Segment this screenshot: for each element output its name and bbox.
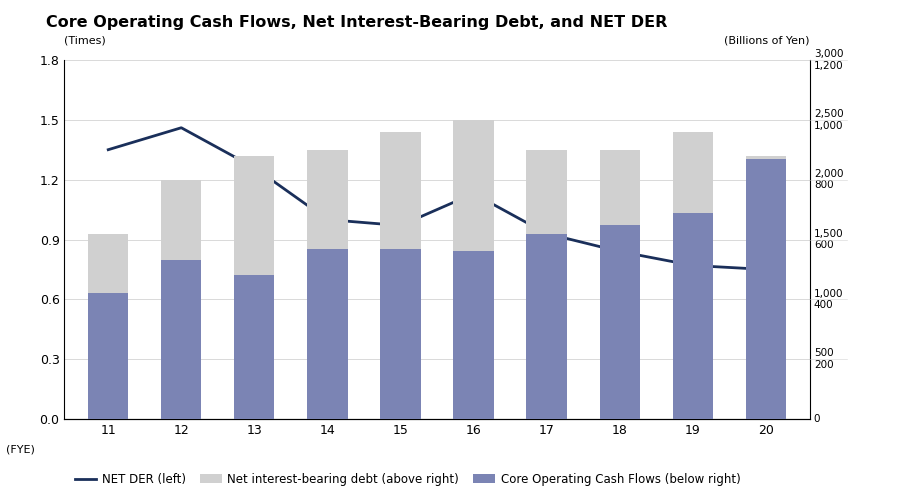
Bar xyxy=(672,213,712,419)
Legend: NET DER (left), Net interest-bearing debt (above right), Core Operating Cash Flo: NET DER (left), Net interest-bearing deb… xyxy=(70,468,744,491)
Bar xyxy=(307,249,347,419)
Bar xyxy=(161,180,201,419)
Text: (Billions of Yen): (Billions of Yen) xyxy=(723,35,809,45)
Bar xyxy=(307,150,347,419)
Bar xyxy=(672,132,712,419)
Bar xyxy=(88,293,128,419)
Bar xyxy=(453,120,494,419)
Text: (Times): (Times) xyxy=(64,35,106,45)
Bar xyxy=(526,234,566,419)
Bar xyxy=(380,132,420,419)
Bar xyxy=(599,225,639,419)
Bar xyxy=(161,260,201,419)
Text: (FYE): (FYE) xyxy=(6,444,35,454)
Bar xyxy=(234,275,274,419)
Bar xyxy=(745,159,785,419)
Bar xyxy=(526,150,566,419)
Bar xyxy=(453,251,494,419)
Bar xyxy=(745,156,785,419)
Bar xyxy=(88,234,128,419)
Text: Core Operating Cash Flows, Net Interest-Bearing Debt, and NET DER: Core Operating Cash Flows, Net Interest-… xyxy=(46,15,666,30)
Bar xyxy=(234,156,274,419)
Bar xyxy=(380,249,420,419)
Bar xyxy=(599,150,639,419)
